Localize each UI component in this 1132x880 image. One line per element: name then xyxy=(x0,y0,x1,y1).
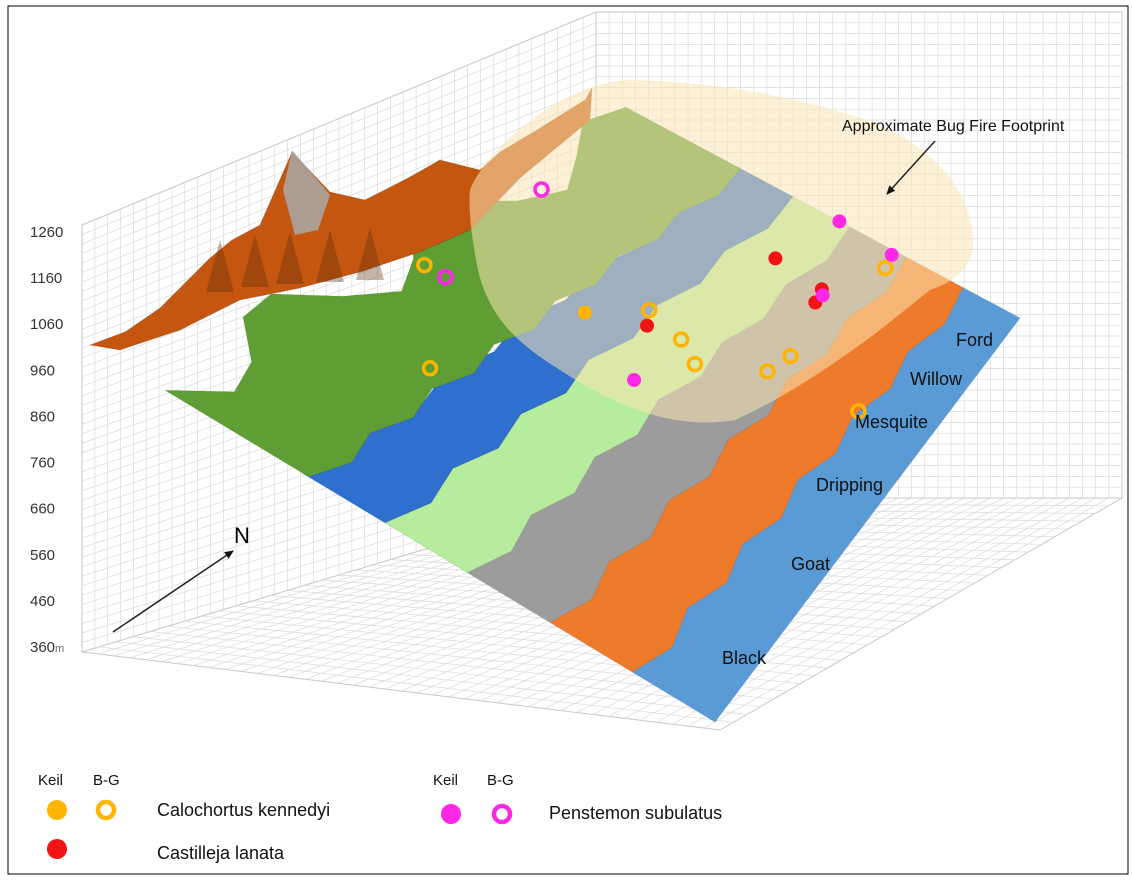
grey-peak xyxy=(283,150,330,235)
ridge-shadow xyxy=(206,240,234,292)
legend-calochortus-bg-marker xyxy=(95,799,117,821)
marker-calochortus-bg xyxy=(782,347,799,365)
ridge-shadow xyxy=(316,230,344,282)
footprint-label: Approximate Bug Fire Footprint xyxy=(842,118,1065,135)
fire-footprint-area xyxy=(469,80,974,423)
bug-fire-footprint xyxy=(469,80,974,423)
z-tick-label: 860 xyxy=(30,408,55,425)
legend-penstemon-keil-marker xyxy=(441,804,461,824)
z-tick-label: 1260 xyxy=(30,224,63,241)
plot-frame xyxy=(7,5,1129,875)
north-arrow xyxy=(112,550,234,633)
ridge-shadow xyxy=(276,232,304,284)
legend-calochortus-keil-marker xyxy=(47,800,67,820)
marker-calochortus-keil xyxy=(577,305,592,320)
ridge-shadow xyxy=(356,228,384,280)
marker-calochortus-bg xyxy=(876,259,894,277)
marker-penstemon-bg xyxy=(533,181,550,198)
canyon-label-willow: Willow xyxy=(910,369,963,389)
marker-calochortus-bg xyxy=(672,331,690,348)
canyon-label-goat: Goat xyxy=(791,554,830,574)
annotations: Approximate Bug Fire Footprint N xyxy=(112,118,1065,633)
z-tick-label: 760 xyxy=(30,455,55,472)
legend-castilleja-label: Castilleja lanata xyxy=(157,843,285,863)
legend-keil-header-2: Keil xyxy=(433,772,458,789)
legend: Keil B-G Keil B-G Calochortus kennedyi C… xyxy=(38,772,722,863)
marker-calochortus-bg xyxy=(759,363,776,380)
marker-calochortus-bg xyxy=(421,360,439,377)
z-tick-label: 560 xyxy=(30,547,55,564)
canyon-label-mesquite: Mesquite xyxy=(855,412,928,432)
legend-calochortus-label: Calochortus kennedyi xyxy=(157,800,330,820)
front-slope xyxy=(665,299,1020,722)
z-tick-label: 460 xyxy=(30,593,55,610)
marker-castilleja-keil xyxy=(768,251,783,266)
marker-calochortus-bg xyxy=(850,403,867,420)
legend-bg-header: B-G xyxy=(93,772,120,789)
legend-castilleja-keil-marker xyxy=(47,839,67,859)
marker-penstemon-keil xyxy=(832,214,847,229)
marker-calochortus-bg xyxy=(686,355,704,373)
legend-bg-header-2: B-G xyxy=(487,772,514,789)
marker-penstemon-keil xyxy=(815,288,830,303)
canyon-labels: Black Goat Dripping Mesquite Willow Ford xyxy=(722,330,993,668)
observation-markers xyxy=(416,181,899,420)
canyon-label-black: Black xyxy=(722,648,767,668)
marker-calochortus-bg xyxy=(640,301,658,319)
z-tick-label: 1160 xyxy=(30,270,62,287)
footprint-arrow xyxy=(886,140,936,195)
legend-keil-header: Keil xyxy=(38,772,63,789)
marker-penstemon-bg xyxy=(437,268,454,286)
z-tick-label: 360m xyxy=(30,639,64,656)
marker-penstemon-keil xyxy=(884,247,899,262)
legend-penstemon-label: Penstemon subulatus xyxy=(549,803,722,823)
marker-penstemon-keil xyxy=(627,373,642,387)
z-tick-label: 960 xyxy=(30,362,55,379)
ridge-shadow xyxy=(241,235,269,287)
legend-penstemon-bg-marker xyxy=(491,803,513,825)
north-label: N xyxy=(234,523,250,548)
canyon-label-ford: Ford xyxy=(956,330,993,350)
z-tick-label: 1060 xyxy=(30,316,63,333)
canyon-label-dripping: Dripping xyxy=(816,475,883,495)
z-tick-label: 660 xyxy=(30,501,55,518)
marker-calochortus-bg xyxy=(416,256,433,274)
marker-castilleja-keil xyxy=(640,318,654,333)
elevation-axis: 360m 460 560 660 760 860 960 1060 1160 1260 xyxy=(30,224,64,656)
